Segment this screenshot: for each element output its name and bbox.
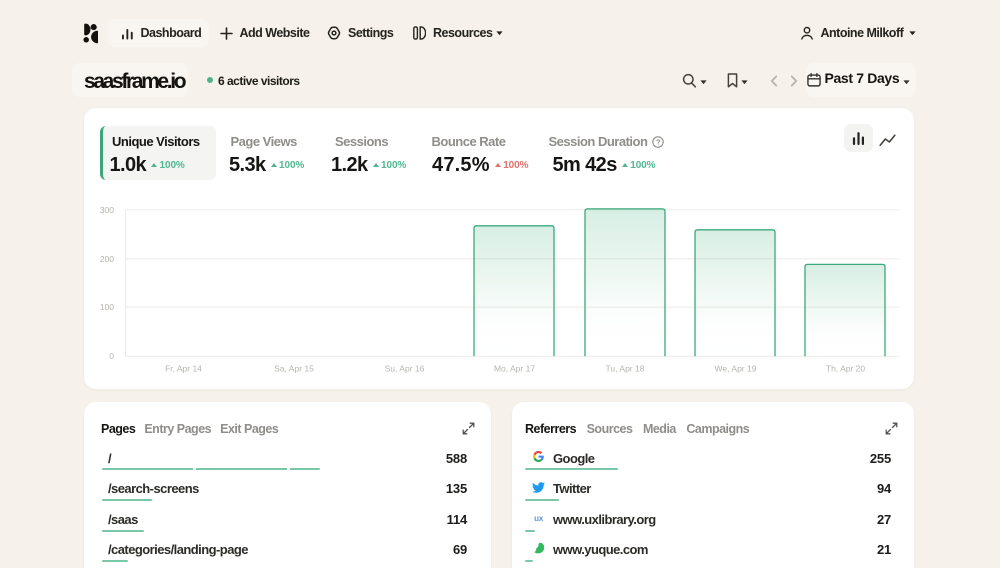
- svg-text:Tu, Apr 18: Tu, Apr 18: [606, 364, 645, 374]
- svg-text:0: 0: [109, 351, 114, 361]
- svg-text:We, Apr 19: We, Apr 19: [715, 364, 757, 374]
- svg-text:Fr, Apr 14: Fr, Apr 14: [165, 364, 202, 374]
- svg-text:?: ?: [656, 137, 661, 146]
- svg-text:Th, Apr 20: Th, Apr 20: [826, 364, 865, 374]
- svg-text:300: 300: [100, 205, 114, 215]
- svg-text:Sa, Apr 15: Sa, Apr 15: [274, 364, 314, 374]
- svg-text:100: 100: [100, 302, 114, 312]
- svg-text:Mo, Apr 17: Mo, Apr 17: [494, 364, 535, 374]
- svg-text:200: 200: [100, 254, 114, 264]
- svg-text:Su, Apr 16: Su, Apr 16: [385, 364, 425, 374]
